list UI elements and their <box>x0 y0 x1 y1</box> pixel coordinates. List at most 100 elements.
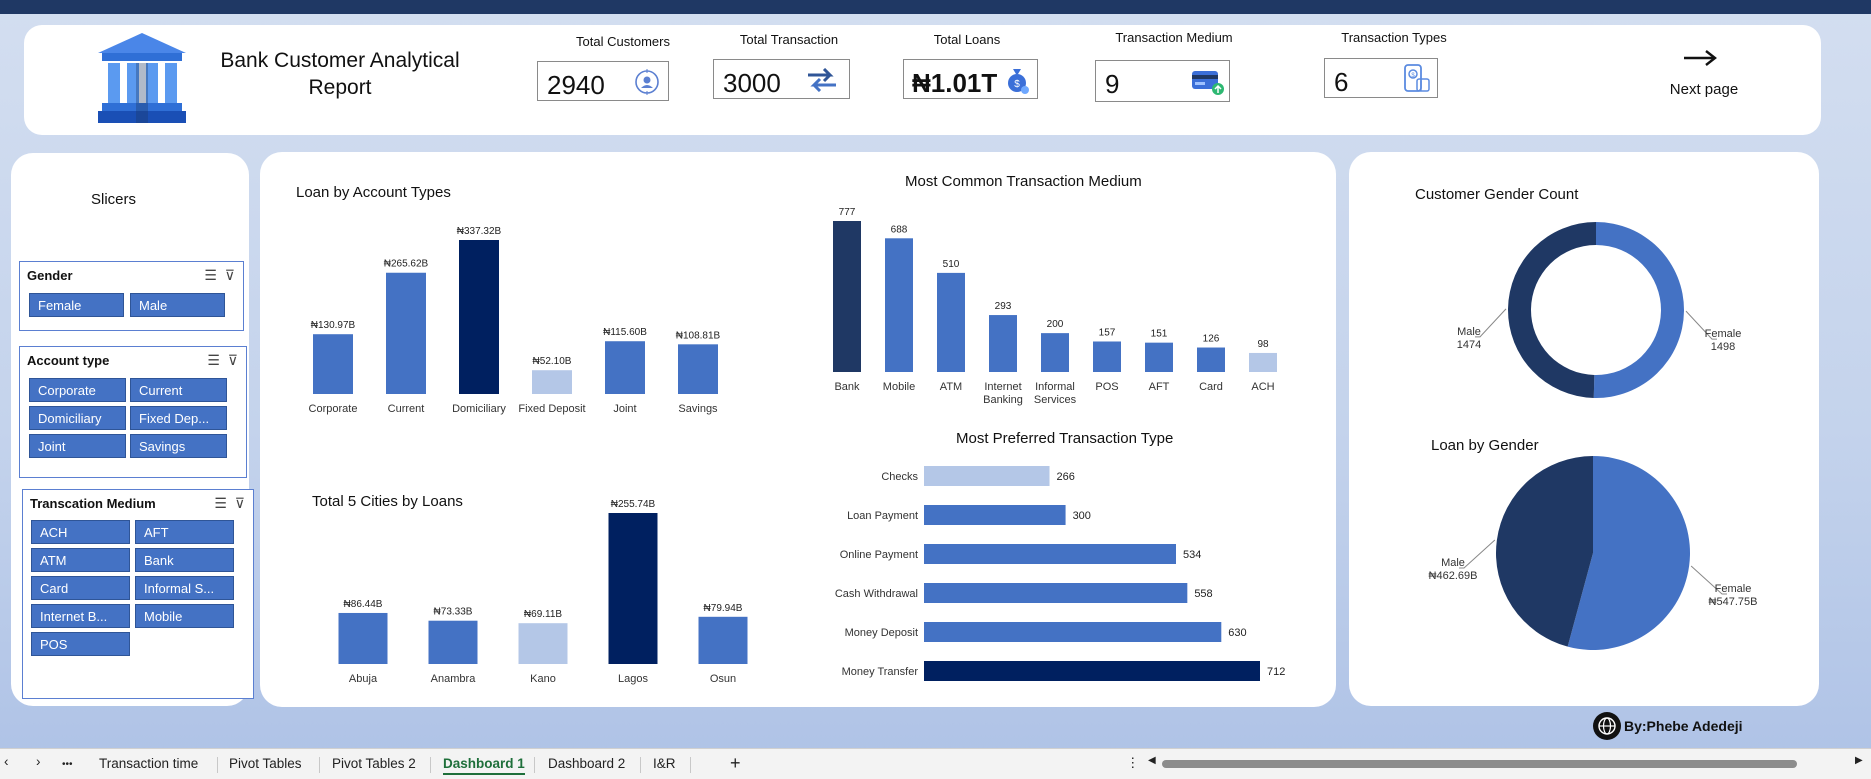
account-type-slicer-title: Account type <box>27 353 110 368</box>
slicer-item-informal-services[interactable]: Informal S... <box>135 576 234 600</box>
slicer-item-female[interactable]: Female <box>29 293 124 317</box>
multi-select-icon[interactable]: ☰ <box>214 495 227 511</box>
slicer-item-savings[interactable]: Savings <box>130 434 227 458</box>
kpi-title-total-customers: Total Customers <box>576 34 670 49</box>
kpi-value-total-transaction: 3000 <box>723 68 781 98</box>
clear-filter-icon[interactable]: ⊽ <box>234 495 245 511</box>
slice-name-female: Female <box>1705 328 1742 340</box>
slicer-item-ach[interactable]: ACH <box>31 520 130 544</box>
slicer-item-atm[interactable]: ATM <box>31 548 130 572</box>
data-label-anambra: ₦73.33B <box>434 607 473 618</box>
tick-label-anambra: Anambra <box>431 673 477 685</box>
slicer-item-aft[interactable]: AFT <box>135 520 234 544</box>
transaction-medium-slicer: Transcation Medium ☰ ⊽ ACH AFT ATM Bank … <box>22 489 254 699</box>
tabs-options-icon[interactable]: ⋮ <box>1126 755 1140 770</box>
data-label-pos: 157 <box>1099 327 1116 338</box>
bar-internet-banking <box>989 315 1017 372</box>
data-label-internet-banking: 293 <box>995 301 1012 312</box>
bar-money-deposit <box>924 622 1222 642</box>
next-page-arrow-icon[interactable] <box>1682 49 1718 67</box>
tab-separator <box>690 757 691 773</box>
hscroll-left-icon[interactable]: ◀ <box>1148 755 1156 766</box>
multi-select-icon[interactable]: ☰ <box>207 352 220 368</box>
kpi-value-transaction-medium: 9 <box>1105 69 1120 99</box>
bar-savings <box>678 344 718 394</box>
clear-filter-icon[interactable]: ⊽ <box>224 267 235 283</box>
slicer-item-corporate[interactable]: Corporate <box>29 378 126 402</box>
slicer-controls: ☰ ⊽ <box>214 495 245 512</box>
tick-label-cash-withdrawal: Cash Withdrawal <box>835 588 918 600</box>
tick-label-informal-services: Informal <box>1035 381 1075 393</box>
bar-checks <box>924 466 1050 486</box>
hscroll-right-icon[interactable]: ▶ <box>1855 755 1863 766</box>
tab-scroll-left-icon[interactable]: ‹ <box>4 754 9 769</box>
data-label-fixed-deposit: ₦52.10B <box>533 356 572 367</box>
tab-dashboard-1[interactable]: Dashboard 1 <box>443 756 525 775</box>
chart-title-loan-by-gender: Loan by Gender <box>1431 437 1539 454</box>
bar-corporate <box>313 334 353 394</box>
kpi-card-total-customers: 2940 <box>537 61 669 101</box>
tick-label-card: Card <box>1199 381 1223 393</box>
top-cities-chart: ₦86.44B Abuja ₦73.33B Anambra ₦69.11B Kano ₦25… <box>338 499 748 685</box>
next-page-button[interactable]: Next page <box>1669 81 1739 98</box>
header-panel: Bank Customer Analytical Report Total Cu… <box>24 25 1821 135</box>
tab-i-and-r[interactable]: I&R <box>653 756 676 771</box>
chart-title-loan-by-account: Loan by Account Types <box>296 184 451 201</box>
bar-abuja <box>338 612 388 664</box>
data-label-online-payment: 534 <box>1183 549 1201 561</box>
slicer-item-fixed-deposit[interactable]: Fixed Dep... <box>130 406 227 430</box>
kpi-value-transaction-types: 6 <box>1334 67 1349 97</box>
charts-panel <box>260 152 1336 707</box>
bar-atm <box>937 272 965 372</box>
card-payment-icon <box>1192 71 1224 95</box>
tick-label-fixed-deposit: Fixed Deposit <box>518 403 585 415</box>
tick-label-loan-payment: Loan Payment <box>847 510 918 522</box>
transaction-medium-chart: 777 Bank 688 Mobile 510 ATM 293 InternetBanking… <box>833 207 1277 406</box>
slicer-item-joint[interactable]: Joint <box>29 434 126 458</box>
horizontal-scrollbar-thumb[interactable] <box>1162 760 1797 768</box>
slicer-item-male[interactable]: Male <box>130 293 225 317</box>
data-label-bank: 777 <box>839 207 856 218</box>
slicer-item-domiciliary[interactable]: Domiciliary <box>29 406 126 430</box>
bar-joint <box>605 341 645 394</box>
chart-title-top-cities: Total 5 Cities by Loans <box>312 493 463 510</box>
data-label-lagos: ₦255.74B <box>611 499 656 510</box>
tick-label-corporate: Corporate <box>309 403 358 415</box>
kpi-card-total-transaction: 3000 <box>713 59 850 99</box>
slicer-item-internet-banking[interactable]: Internet B... <box>31 604 130 628</box>
add-sheet-button[interactable]: + <box>730 753 741 773</box>
tick-label-abuja: Abuja <box>349 673 378 685</box>
tab-transaction-time[interactable]: Transaction time <box>99 756 199 771</box>
multi-select-icon[interactable]: ☰ <box>204 267 217 283</box>
target-person-icon <box>635 69 659 95</box>
slicer-item-mobile[interactable]: Mobile <box>135 604 234 628</box>
clear-filter-icon[interactable]: ⊽ <box>227 352 238 368</box>
sheet-tabs-bar: ‹ › ••• Transaction time Pivot Tables Pi… <box>0 748 1871 779</box>
money-bag-icon: $ <box>1008 69 1029 94</box>
bar-aft <box>1145 342 1173 372</box>
tick-label-money-transfer: Money Transfer <box>842 666 919 678</box>
slicer-controls: ☰ ⊽ <box>207 352 238 369</box>
tab-pivot-tables-2[interactable]: Pivot Tables 2 <box>332 756 416 771</box>
slicer-item-pos[interactable]: POS <box>31 632 130 656</box>
bar-card <box>1197 347 1225 372</box>
slicer-item-card[interactable]: Card <box>31 576 130 600</box>
tab-pivot-tables[interactable]: Pivot Tables <box>229 756 302 771</box>
more-tabs-button[interactable]: ••• <box>62 759 73 770</box>
data-label-joint: ₦115.60B <box>603 327 647 338</box>
slicer-controls: ☰ ⊽ <box>204 267 235 284</box>
slicer-item-current[interactable]: Current <box>130 378 227 402</box>
kpi-card-total-loans: ₦1.01T $ <box>903 59 1038 99</box>
slicer-item-bank[interactable]: Bank <box>135 548 234 572</box>
data-label-abuja: ₦86.44B <box>344 599 383 610</box>
tab-scroll-right-icon[interactable]: › <box>36 754 41 769</box>
bank-building-icon <box>98 33 186 123</box>
transaction-type-chart: Checks 266 Loan Payment 300 Online Payment 53… <box>835 466 1285 681</box>
credit-badge: By:Phebe Adedeji <box>1592 711 1743 741</box>
tick-label-mobile: Mobile <box>883 381 915 393</box>
data-label-money-deposit: 630 <box>1228 627 1246 639</box>
tab-dashboard-2[interactable]: Dashboard 2 <box>548 756 626 771</box>
tab-separator <box>430 757 431 773</box>
kpi-title-total-loans: Total Loans <box>933 32 1001 47</box>
